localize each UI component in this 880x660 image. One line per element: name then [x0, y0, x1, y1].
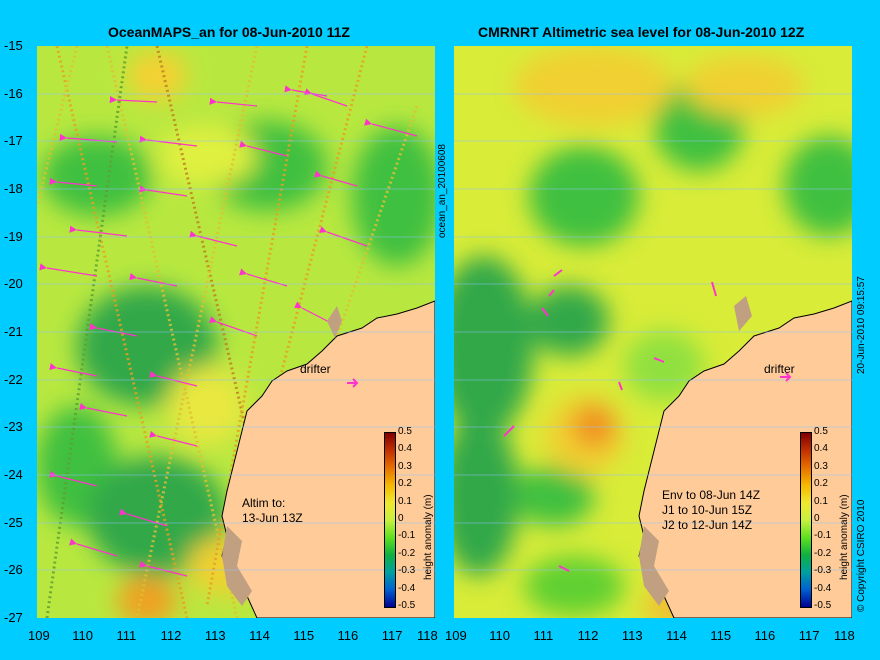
x-tick-label: 110: [72, 628, 93, 643]
colorbar-tick-label: 0.4: [814, 443, 828, 455]
colorbar-tick-label: -0.5: [814, 600, 832, 611]
drifter-markers: [503, 269, 717, 572]
lat-gridlines: [37, 93, 435, 571]
x-tick-label: 115: [293, 628, 315, 643]
colorbar-tick-label: -0.3: [398, 565, 416, 577]
right-drifter-label: drifter: [764, 362, 795, 376]
copyright-label: © Copyright CSIRO 2010: [856, 499, 867, 612]
colorbar-tick-label: -0.4: [398, 582, 416, 594]
right-altim-annotation: Env to 08-Jun 14Z J1 to 10-Jun 15Z J2 to…: [662, 488, 761, 532]
colorbar-tick-label: 0.5: [814, 426, 828, 437]
left-map-canvas: [37, 46, 435, 618]
x-tick-label: 118: [834, 628, 855, 643]
bay-shading: [639, 526, 669, 606]
y-tick-label: -27: [4, 610, 23, 625]
colorbar-tick-label: 0: [814, 513, 820, 524]
left-altim-annotation: Altim to: 13-Jun 13Z: [242, 496, 303, 525]
x-tick-label: 109: [28, 628, 50, 643]
x-tick-label: 114: [249, 628, 270, 643]
bay-shading: [222, 526, 252, 606]
y-tick-label: -25: [4, 514, 23, 530]
right-colorbar: [800, 432, 812, 608]
x-tick-label: 113: [204, 628, 226, 643]
island-shading: [327, 306, 342, 338]
colorbar-tick-label: -0.5: [398, 600, 416, 611]
drifter-arrow: [347, 378, 359, 388]
right-map-panel: [454, 46, 852, 618]
left-map-title: OceanMAPS_an for 08-Jun-2010 11Z: [108, 24, 350, 40]
x-tick-label: 112: [577, 628, 599, 643]
left-drifter-label: drifter: [300, 362, 331, 376]
colorbar-tick-label: -0.4: [814, 582, 832, 594]
island-shading: [734, 296, 752, 331]
colorbar-tick-label: -0.2: [814, 547, 832, 559]
colorbar-tick-label: 0.5: [398, 426, 412, 437]
y-tick-label: -21: [4, 324, 23, 339]
right-map-canvas: [454, 46, 852, 618]
x-tick-label: 111: [533, 628, 554, 643]
x-tick-label: 111: [116, 628, 137, 643]
y-tick-label: -22: [4, 371, 23, 387]
x-tick-label: 109: [445, 628, 467, 643]
run-id-label: ocean_an_20100608: [437, 144, 448, 238]
colorbar-tick-label: -0.1: [814, 530, 832, 542]
left-map-panel: [37, 46, 435, 618]
y-tick-label: -24: [4, 467, 23, 482]
y-tick-label: -19: [4, 228, 23, 244]
left-colorbar-label: height anomaly (m): [423, 494, 434, 580]
drifter-arrow: [780, 372, 792, 382]
colorbar-tick-label: 0.2: [814, 478, 828, 490]
y-tick-label: -15: [4, 38, 23, 53]
colorbar-tick-label: 0.1: [398, 495, 412, 507]
colorbar-tick-label: 0.2: [398, 478, 412, 490]
y-tick-label: -20: [4, 276, 23, 292]
x-tick-label: 116: [754, 628, 776, 643]
colorbar-tick-label: -0.2: [398, 547, 416, 559]
colorbar-tick-label: 0: [398, 513, 404, 524]
colorbar-tick-label: -0.1: [398, 530, 416, 542]
y-tick-label: -23: [4, 419, 23, 435]
x-tick-label: 110: [489, 628, 510, 643]
x-tick-label: 117: [381, 628, 403, 643]
colorbar-tick-label: -0.3: [814, 565, 832, 577]
left-colorbar: [384, 432, 396, 608]
x-tick-label: 114: [666, 628, 687, 643]
right-map-title: CMRNRT Altimetric sea level for 08-Jun-2…: [478, 24, 805, 40]
colorbar-tick-label: 0.3: [398, 460, 412, 472]
colorbar-tick-label: 0.1: [814, 495, 828, 507]
x-tick-label: 116: [337, 628, 359, 643]
y-tick-label: -16: [4, 85, 23, 101]
colorbar-tick-label: 0.4: [398, 443, 412, 455]
x-tick-label: 117: [798, 628, 820, 643]
y-tick-label: -17: [4, 133, 23, 149]
height-anomaly-field: [454, 46, 852, 618]
x-tick-label: 118: [417, 628, 438, 643]
x-tick-label: 112: [160, 628, 182, 643]
y-tick-label: -26: [4, 562, 23, 578]
x-tick-label: 113: [621, 628, 643, 643]
right-colorbar-label: height anomaly (m): [839, 494, 850, 580]
lat-gridlines: [454, 93, 852, 571]
x-tick-label: 115: [710, 628, 732, 643]
colorbar-tick-label: 0.3: [814, 460, 828, 472]
timestamp-label: 20-Jun-2010 09:15:57: [856, 276, 867, 374]
y-tick-label: -18: [4, 181, 23, 196]
